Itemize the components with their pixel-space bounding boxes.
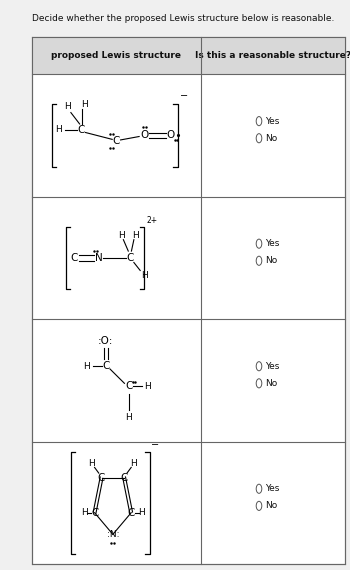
- Text: C: C: [113, 136, 120, 146]
- Text: No: No: [265, 379, 278, 388]
- Text: H: H: [82, 100, 88, 108]
- Text: Yes: Yes: [265, 239, 280, 248]
- Text: No: No: [265, 256, 278, 265]
- Text: C: C: [98, 473, 105, 483]
- Bar: [32, 37, 345, 74]
- Text: Is this a reasonable structure?: Is this a reasonable structure?: [195, 51, 350, 60]
- Text: C: C: [71, 253, 78, 263]
- Text: O: O: [140, 131, 148, 140]
- Text: :O:: :O:: [98, 336, 113, 345]
- Text: C: C: [127, 508, 135, 518]
- Text: C: C: [120, 473, 128, 483]
- Text: H: H: [83, 362, 90, 370]
- Text: N: N: [95, 253, 103, 263]
- Text: H: H: [125, 413, 132, 422]
- Text: O: O: [167, 131, 175, 140]
- Text: C: C: [78, 125, 85, 135]
- Bar: [32, 37, 345, 564]
- Text: −: −: [181, 91, 189, 101]
- Text: C: C: [91, 508, 98, 518]
- Text: H: H: [138, 508, 145, 517]
- Text: Yes: Yes: [265, 484, 280, 493]
- Text: H: H: [132, 231, 139, 239]
- Text: 2+: 2+: [146, 216, 157, 225]
- Text: C: C: [127, 253, 134, 263]
- Text: H: H: [81, 508, 88, 517]
- Text: H: H: [118, 231, 125, 239]
- Text: H: H: [141, 271, 148, 279]
- Text: H: H: [89, 459, 95, 468]
- Text: C: C: [102, 361, 110, 371]
- Text: No: No: [265, 502, 278, 510]
- Text: :N:: :N:: [107, 530, 119, 539]
- Text: Yes: Yes: [265, 117, 280, 125]
- Text: −: −: [151, 440, 160, 450]
- Text: No: No: [265, 134, 278, 142]
- Text: Yes: Yes: [265, 362, 280, 370]
- Text: Decide whether the proposed Lewis structure below is reasonable.: Decide whether the proposed Lewis struct…: [32, 14, 334, 23]
- Text: proposed Lewis structure: proposed Lewis structure: [51, 51, 181, 60]
- Text: H: H: [64, 103, 71, 111]
- Text: H: H: [55, 125, 62, 134]
- Text: C: C: [125, 381, 132, 391]
- Text: H: H: [145, 382, 151, 390]
- Text: H: H: [131, 459, 137, 468]
